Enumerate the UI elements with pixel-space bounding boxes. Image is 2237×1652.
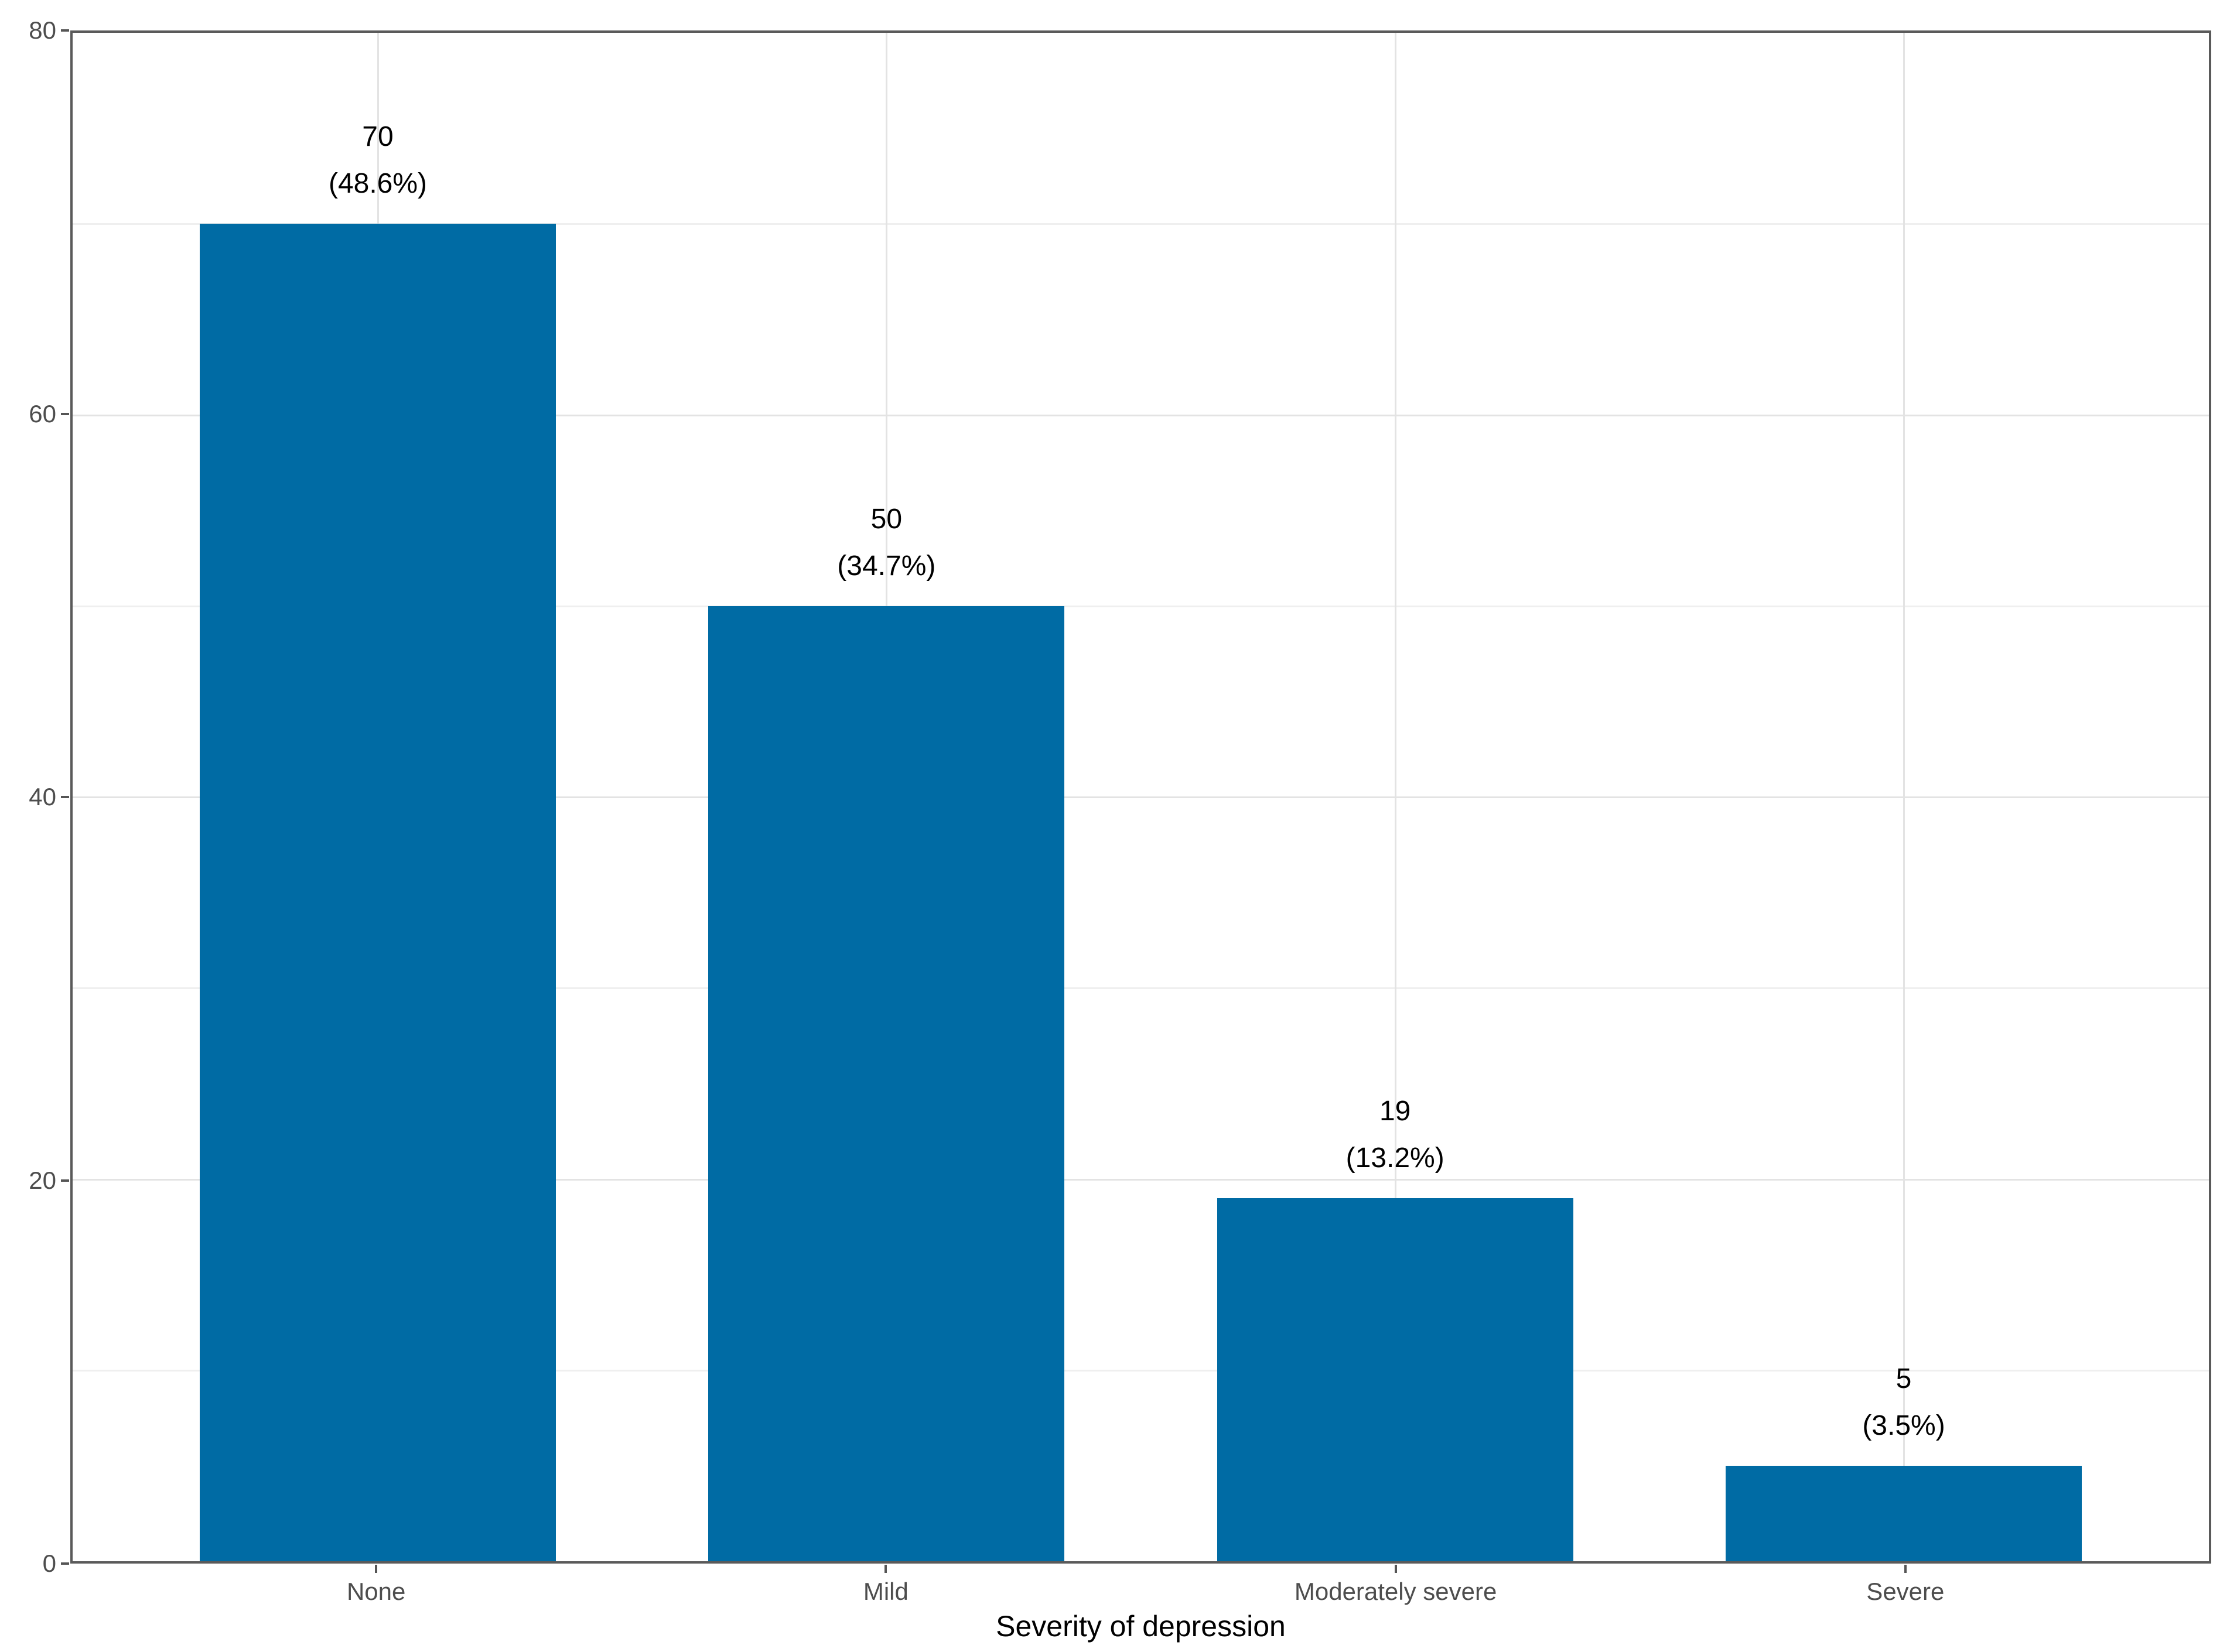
bar-value-label-line: 50 bbox=[870, 503, 903, 535]
x-axis-tick-mark bbox=[884, 1565, 887, 1573]
y-axis-tick-mark bbox=[61, 412, 69, 415]
bar-value-label-line: (13.2%) bbox=[1345, 1143, 1444, 1174]
x-tick-label: Moderately severe bbox=[1294, 1578, 1497, 1605]
y-axis-tick-mark bbox=[61, 1179, 69, 1182]
x-tick-label: None bbox=[346, 1578, 406, 1605]
x-tick-label: Mild bbox=[863, 1578, 909, 1605]
x-tick-label: Severe bbox=[1866, 1578, 1945, 1605]
bar-value-label-line: (3.5%) bbox=[1862, 1410, 1945, 1441]
y-tick-label: 40 bbox=[29, 783, 56, 810]
y-minor-gridline bbox=[73, 1369, 2209, 1371]
y-axis-tick-mark bbox=[61, 1562, 69, 1565]
bar-value-label-line: (48.6%) bbox=[328, 168, 428, 200]
x-major-gridline bbox=[1394, 33, 1396, 1561]
y-major-gridline bbox=[73, 1178, 2209, 1181]
y-major-gridline bbox=[73, 796, 2209, 798]
y-minor-gridline bbox=[73, 605, 2209, 607]
bar-value-label-line: 5 bbox=[1896, 1363, 1912, 1394]
bar-severe bbox=[1726, 1465, 2082, 1561]
bar-value-label: 5 (3.5%) bbox=[1862, 1356, 1945, 1449]
bar-value-label: 19 (13.2%) bbox=[1346, 1088, 1444, 1182]
bar-value-label: 50 (34.7%) bbox=[837, 496, 935, 590]
y-tick-label: 80 bbox=[29, 16, 56, 44]
bar-moderately-severe bbox=[1217, 1198, 1573, 1561]
plot-area: 70 (48.6%) 50 (34.7%) 19 (13.2%) 5 (3.5%) bbox=[70, 30, 2211, 1564]
bar-value-label-line: (34.7%) bbox=[837, 550, 936, 582]
y-major-gridline bbox=[73, 414, 2209, 416]
y-tick-label: 20 bbox=[29, 1166, 56, 1194]
y-tick-label: 0 bbox=[42, 1550, 56, 1577]
bar-value-label-line: 70 bbox=[362, 121, 394, 153]
x-major-gridline bbox=[1903, 33, 1905, 1561]
x-axis-title: Severity of depression bbox=[996, 1610, 1286, 1643]
y-axis-tick-mark bbox=[61, 29, 69, 32]
x-axis-tick-mark bbox=[1394, 1565, 1397, 1573]
bar-value-label: 70 (48.6%) bbox=[329, 114, 427, 207]
y-axis-tick-mark bbox=[61, 796, 69, 798]
y-tick-label: 60 bbox=[29, 399, 56, 427]
bar-mild bbox=[708, 606, 1065, 1561]
bar-none bbox=[200, 224, 556, 1561]
bar-value-label-line: 19 bbox=[1379, 1096, 1411, 1127]
x-axis-tick-mark bbox=[375, 1565, 378, 1573]
y-minor-gridline bbox=[73, 223, 2209, 225]
y-minor-gridline bbox=[73, 987, 2209, 990]
x-axis-tick-mark bbox=[1904, 1565, 1907, 1573]
